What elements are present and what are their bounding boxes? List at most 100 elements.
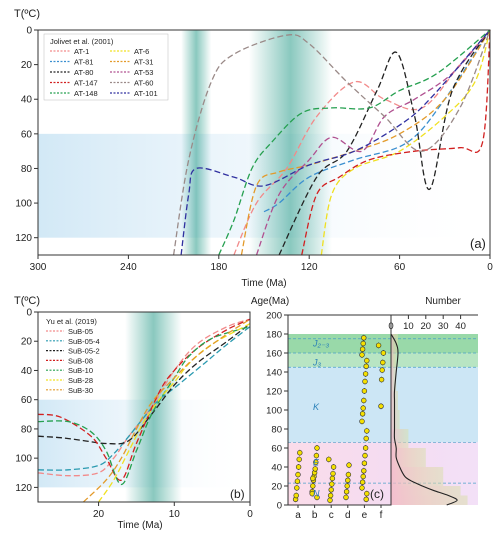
time-band-1 bbox=[248, 30, 332, 255]
panel-b-label: (b) bbox=[230, 487, 245, 501]
age-point bbox=[361, 460, 368, 466]
y-tick-label: 160 bbox=[266, 349, 282, 360]
histogram-bar-1 bbox=[391, 486, 461, 496]
panel-c: Age(Ma) Number 0204060801001201401601802… bbox=[251, 296, 478, 521]
series-line-AT-53 bbox=[255, 29, 491, 256]
number-tick-label: 30 bbox=[438, 321, 449, 332]
age-point bbox=[312, 466, 318, 472]
legend-label-AT-1: AT-1 bbox=[74, 47, 89, 56]
age-point bbox=[327, 492, 334, 499]
x-tick-label: 0 bbox=[487, 262, 493, 273]
number-tick-label: 20 bbox=[421, 321, 432, 332]
legend-label-SuB-08: SuB-08 bbox=[68, 356, 93, 365]
panel-c-period-labels: J₂₋₃ J₃ K E N bbox=[312, 339, 330, 499]
series-line-AT-148 bbox=[218, 29, 491, 256]
age-point bbox=[359, 411, 366, 417]
y-tick-label: 60 bbox=[21, 395, 33, 406]
period-label: J₂₋₃ bbox=[312, 339, 330, 349]
series-line-SuB-08 bbox=[37, 318, 251, 481]
age-point bbox=[297, 450, 303, 456]
age-point bbox=[380, 359, 386, 366]
legend-label-AT-80: AT-80 bbox=[74, 68, 93, 77]
x-tick-label: b bbox=[312, 510, 318, 521]
panel-a-xticks: 300 240 180 120 60 0 bbox=[30, 255, 493, 273]
age-point bbox=[359, 352, 365, 358]
y-tick-label: 100 bbox=[15, 454, 32, 465]
series-line-AT-147 bbox=[301, 29, 491, 256]
y-tick-label: 0 bbox=[277, 501, 282, 512]
age-point bbox=[359, 479, 366, 485]
y-tick-label: 20 bbox=[21, 337, 33, 348]
legend-label-AT-60: AT-60 bbox=[134, 79, 153, 88]
age-point bbox=[313, 459, 319, 465]
histogram-bar-9 bbox=[391, 334, 398, 353]
legend-label-AT-31: AT-31 bbox=[134, 58, 153, 67]
panel-c-top-label: Age(Ma) bbox=[251, 296, 289, 307]
age-point bbox=[344, 483, 350, 489]
y-tick-label: 140 bbox=[266, 368, 282, 379]
age-point bbox=[375, 342, 382, 349]
age-point bbox=[359, 485, 365, 491]
panel-a-frame bbox=[37, 29, 491, 256]
panel-a-label: (a) bbox=[470, 236, 486, 251]
y-tick-label: 80 bbox=[21, 164, 33, 175]
age-point bbox=[378, 403, 384, 409]
legend-label-AT-6: AT-6 bbox=[134, 47, 149, 56]
age-point bbox=[314, 445, 320, 451]
panel-b-series bbox=[37, 318, 251, 503]
y-tick-label: 200 bbox=[266, 311, 282, 322]
panel-b-legend: Yu et al. (2019) SuB-05SuB-05-4SuB-05-2S… bbox=[46, 317, 100, 395]
age-point bbox=[359, 418, 365, 425]
panel-a-ylabel: T(ºC) bbox=[14, 8, 40, 20]
time-band-0 bbox=[181, 30, 212, 255]
age-point bbox=[360, 340, 366, 347]
series-line-AT-101 bbox=[180, 29, 491, 256]
age-point bbox=[362, 378, 368, 385]
age-point bbox=[294, 485, 300, 491]
age-point bbox=[309, 490, 315, 497]
y-tick-label: 40 bbox=[21, 366, 33, 377]
y-tick-label: 180 bbox=[266, 330, 282, 341]
y-tick-label: 80 bbox=[21, 424, 33, 435]
age-point bbox=[326, 456, 332, 463]
period-label: J₃ bbox=[312, 358, 322, 368]
age-point bbox=[293, 492, 299, 499]
age-point bbox=[330, 464, 337, 470]
age-point bbox=[363, 435, 369, 442]
histogram-bar-0 bbox=[391, 495, 468, 505]
age-point bbox=[295, 464, 302, 470]
legend-label-AT-147: AT-147 bbox=[74, 79, 98, 88]
panel-b-legend-title: Yu et al. (2019) bbox=[46, 317, 97, 326]
panel-a: T(ºC) 300 240 180 120 60 0 0 20 40 60 80 100 120 Ti… bbox=[14, 8, 493, 289]
age-point bbox=[314, 494, 320, 501]
age-point bbox=[361, 397, 367, 404]
age-point bbox=[378, 376, 385, 383]
legend-label-SuB-05: SuB-05 bbox=[68, 327, 93, 336]
age-point bbox=[362, 452, 368, 459]
age-point bbox=[296, 456, 302, 463]
age-point bbox=[330, 470, 336, 477]
y-tick-label: 40 bbox=[271, 463, 282, 474]
x-tick-label: 10 bbox=[169, 509, 181, 520]
age-point bbox=[343, 489, 350, 495]
y-tick-label: 60 bbox=[21, 129, 33, 140]
x-tick-label: a bbox=[295, 510, 301, 521]
legend-label-AT-53: AT-53 bbox=[134, 68, 153, 77]
panel-b-ylabel: T(ºC) bbox=[14, 295, 40, 307]
y-tick-label: 60 bbox=[271, 444, 282, 455]
legend-label-SuB-30: SuB-30 bbox=[68, 386, 93, 395]
histogram-bar-3 bbox=[391, 448, 426, 467]
panel-b-yticks: 0 20 40 60 80 100 120 bbox=[15, 308, 38, 494]
legend-label-AT-101: AT-101 bbox=[134, 89, 158, 98]
age-point bbox=[294, 478, 301, 484]
age-point bbox=[363, 496, 369, 502]
age-point bbox=[360, 473, 366, 480]
histogram-bar-4 bbox=[391, 429, 409, 448]
legend-label-AT-81: AT-81 bbox=[74, 58, 93, 67]
x-tick-label: 120 bbox=[301, 262, 318, 273]
period-band-3 bbox=[288, 442, 478, 484]
